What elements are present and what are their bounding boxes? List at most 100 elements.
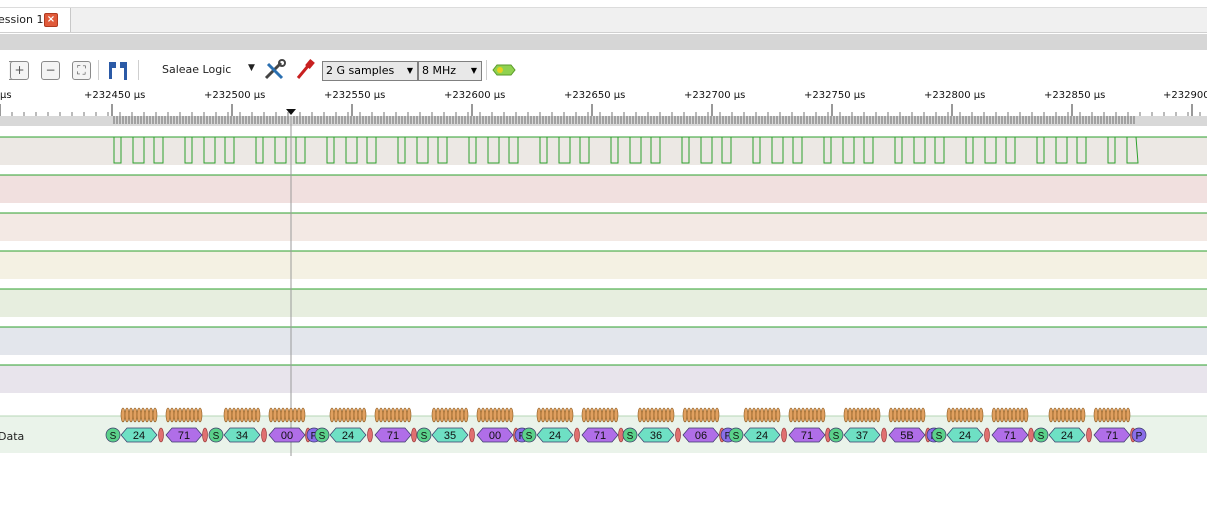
bit-marker <box>280 407 286 423</box>
channel-lane <box>0 213 1207 241</box>
bit-marker <box>958 407 964 423</box>
bit-marker <box>488 407 494 423</box>
bit-marker <box>800 407 806 423</box>
i2c-address-frame <box>536 427 574 443</box>
bit-marker <box>353 407 359 423</box>
bit-marker <box>686 407 692 423</box>
ack-marker <box>261 427 267 443</box>
bit-marker <box>851 407 857 423</box>
bit-marker <box>966 407 972 423</box>
tab-session[interactable]: ession 1 × <box>0 8 71 32</box>
ack-marker <box>411 427 417 443</box>
bit-marker <box>665 407 671 423</box>
bit-marker <box>132 407 138 423</box>
channel-lane <box>0 137 1207 165</box>
bit-marker <box>1007 407 1013 423</box>
ruler-ticks <box>0 104 1201 116</box>
timeline-tick-label: +232750 μs <box>804 90 866 101</box>
bit-marker <box>661 407 667 423</box>
bit-marker <box>276 407 282 423</box>
timeline-tick-label: +232500 μs <box>204 90 266 101</box>
rate-select[interactable]: 8 MHz ▼ <box>418 61 482 81</box>
bit-marker <box>613 407 619 423</box>
fit-button[interactable]: ⛶ <box>72 61 91 80</box>
bit-marker <box>544 407 550 423</box>
bit-marker <box>804 407 810 423</box>
i2c-data-frame-label: 00 <box>281 430 293 442</box>
bit-marker <box>962 407 968 423</box>
bit-marker <box>1019 407 1025 423</box>
bit-marker <box>788 407 794 423</box>
channel-lane <box>0 126 1207 137</box>
bit-marker <box>771 407 777 423</box>
bit-marker <box>1023 407 1029 423</box>
bit-marker <box>601 407 607 423</box>
chevron-down-icon[interactable]: ▼ <box>248 63 255 73</box>
bit-marker <box>1121 407 1127 423</box>
marker-icon[interactable] <box>106 60 130 80</box>
channel-lane <box>0 175 1207 203</box>
bit-marker <box>892 407 898 423</box>
bit-marker <box>605 407 611 423</box>
bit-marker <box>349 407 355 423</box>
timeline-ruler[interactable]: μs +232450 μs +232500 μs +232550 μs +232600 … <box>0 86 1207 116</box>
bit-marker <box>152 407 158 423</box>
device-label[interactable]: Saleae Logic <box>162 63 232 76</box>
bit-marker <box>386 407 392 423</box>
bit-marker <box>492 407 498 423</box>
bit-marker <box>357 407 363 423</box>
bit-marker <box>792 407 798 423</box>
bit-marker <box>820 407 826 423</box>
bit-marker <box>374 407 380 423</box>
i2c-start-marker-label: S <box>110 431 117 442</box>
i2c-data-frame <box>165 427 203 443</box>
bit-marker <box>669 407 675 423</box>
bit-marker <box>946 407 952 423</box>
bit-marker <box>759 407 765 423</box>
i2c-data-frame-label: 71 <box>1106 430 1118 442</box>
bit-marker <box>564 407 570 423</box>
bit-marker <box>641 407 647 423</box>
i2c-address-frame-label: 24 <box>959 430 971 442</box>
bit-marker <box>272 407 278 423</box>
bit-marker <box>950 407 956 423</box>
bit-marker <box>875 407 881 423</box>
i2c-address-frame <box>637 427 675 443</box>
i2c-start-marker <box>208 427 224 443</box>
toolbar-separator <box>138 60 139 80</box>
settings-icon[interactable] <box>263 59 287 81</box>
bit-marker <box>653 407 659 423</box>
bit-marker <box>443 407 449 423</box>
samples-select[interactable]: 2 G samples ▼ <box>322 61 418 81</box>
bit-marker <box>284 407 290 423</box>
bit-marker <box>1048 407 1054 423</box>
i2c-address-frame <box>843 427 881 443</box>
bit-marker <box>398 407 404 423</box>
bit-marker <box>268 407 274 423</box>
bit-marker <box>1011 407 1017 423</box>
i2c-address-frame-label: 37 <box>856 430 868 442</box>
bit-marker <box>552 407 558 423</box>
bit-marker <box>843 407 849 423</box>
probe-icon[interactable] <box>294 58 316 82</box>
channel-area[interactable]: S2471S3400PS2471S3500PS2471S3606PS2471S3… <box>0 116 1207 456</box>
i2c-start-marker <box>521 427 537 443</box>
bit-marker <box>896 407 902 423</box>
cursor-marker-icon <box>286 109 296 115</box>
channel-lane <box>0 327 1207 355</box>
zoom-in-button[interactable]: + <box>10 61 29 80</box>
bit-marker <box>447 407 453 423</box>
i2c-start-marker <box>728 427 744 443</box>
i2c-address-frame <box>946 427 984 443</box>
bit-marker <box>296 407 302 423</box>
bit-marker <box>995 407 1001 423</box>
timeline-tick-label: +232550 μs <box>324 90 386 101</box>
close-icon[interactable]: × <box>44 13 58 27</box>
i2c-data-frame <box>991 427 1029 443</box>
bit-marker <box>751 407 757 423</box>
zoom-out-button[interactable]: − <box>41 61 60 80</box>
analyzer-icon[interactable] <box>492 62 516 78</box>
timeline-tick-label: +232850 μs <box>1044 90 1106 101</box>
bit-marker <box>808 407 814 423</box>
waveform-canvas[interactable]: S2471S3400PS2471S3500PS2471S3606PS2471S3… <box>0 116 1207 456</box>
